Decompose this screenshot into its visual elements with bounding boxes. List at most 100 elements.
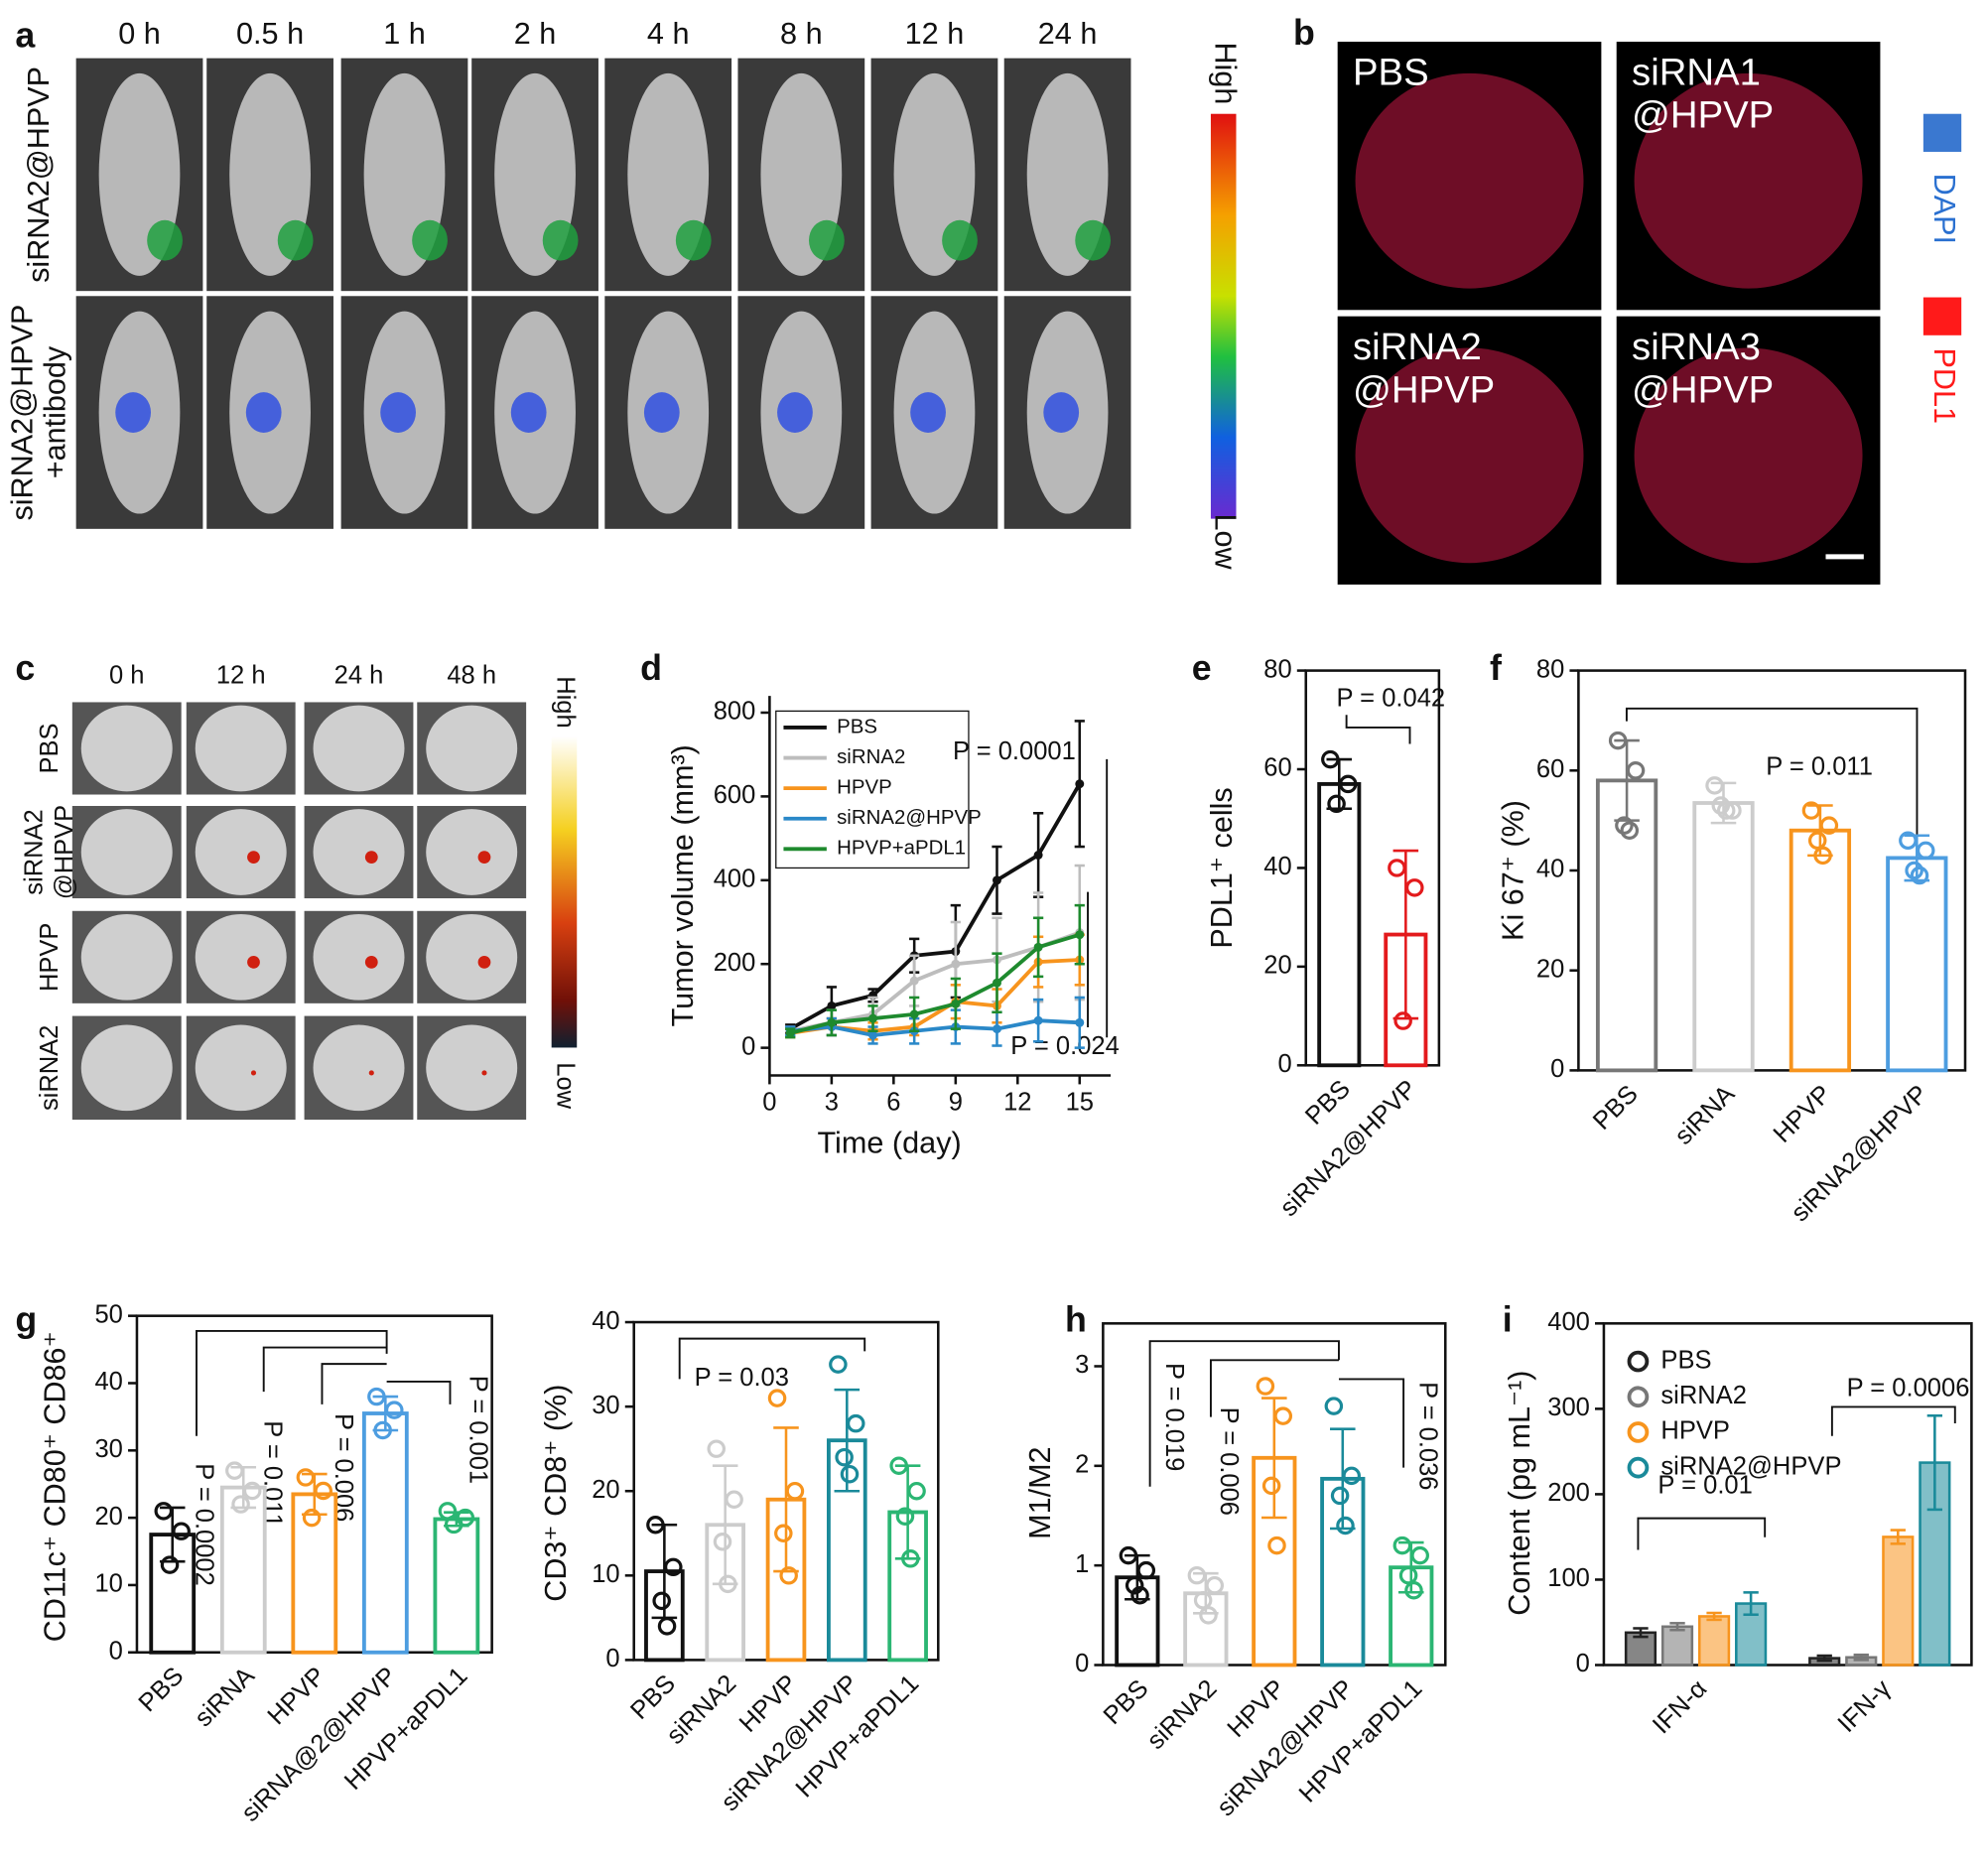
x-tick-label: HPVP+aPDL1 [1294, 1674, 1428, 1807]
colorbar-low: Low [552, 1062, 580, 1109]
significance-bracket [678, 1337, 866, 1380]
data-point [907, 1481, 926, 1501]
significance-bracket [321, 1363, 387, 1404]
signal [412, 219, 448, 261]
y-tick-label: 200 [714, 949, 756, 977]
signal [808, 219, 845, 261]
significance-bracket [1345, 715, 1411, 744]
y-axis-label: Ki 67⁺ (%) [1497, 800, 1530, 941]
p-value: P = 0.042 [1337, 685, 1446, 713]
data-point [1033, 851, 1043, 860]
data-point [1393, 1011, 1412, 1030]
signal [1075, 219, 1112, 261]
y-tick-label: 40 [1536, 856, 1564, 883]
data-point [1388, 859, 1406, 877]
data-point [1405, 878, 1424, 897]
data-point [785, 1028, 795, 1038]
bar [1317, 782, 1362, 1068]
y-axis-label: CD11c⁺ CD80⁺ CD86⁺ [39, 1331, 72, 1642]
colorbar-high: High [552, 676, 580, 728]
legend-label: PBS [837, 716, 877, 737]
data-point [1404, 1581, 1423, 1600]
data-point [993, 875, 1001, 885]
bar [433, 1517, 480, 1655]
y-tick-label: 300 [1547, 1394, 1590, 1421]
signal [481, 1070, 487, 1076]
y-tick-label: 20 [592, 1476, 619, 1504]
significance-bracket [262, 1346, 387, 1393]
signal [277, 219, 314, 261]
legend-label: siRNA2 [837, 746, 905, 768]
signal [147, 219, 183, 261]
data-point [1342, 1466, 1361, 1486]
y-axis-label: Content (pg mL⁻¹) [1503, 1371, 1536, 1616]
row-label: @HPVP [51, 805, 78, 899]
data-point [835, 1447, 854, 1467]
data-point [296, 1468, 316, 1487]
y-tick-label: 1 [1075, 1550, 1089, 1578]
row-label: siRNA2@HPVP [5, 305, 39, 521]
row-label: HPVP [36, 923, 64, 992]
data-point [846, 1413, 865, 1433]
y-tick-label: 10 [94, 1570, 122, 1598]
data-point [840, 1464, 860, 1484]
signal [643, 392, 680, 433]
legend-label: HPVP [837, 777, 892, 799]
x-tick-label: siRNA2 [661, 1670, 741, 1750]
y-tick-label: 30 [592, 1392, 619, 1419]
image-label: siRNA2 [1353, 326, 1482, 368]
y-tick-label: 80 [1263, 655, 1291, 683]
data-point [154, 1502, 174, 1521]
mouse-body [80, 809, 173, 895]
y-tick-label: 60 [1263, 754, 1291, 782]
data-point [1705, 776, 1724, 795]
data-point [785, 1481, 805, 1501]
legend-label: PBS [1660, 1346, 1711, 1374]
data-point [1327, 794, 1346, 814]
data-point [1261, 1476, 1281, 1496]
panel-letter: d [640, 648, 662, 688]
x-tick-label: 3 [825, 1088, 839, 1116]
y-tick-label: 400 [1547, 1308, 1590, 1336]
mouse-body [80, 913, 173, 1001]
time-label: 0 h [118, 17, 161, 51]
panel-letter: a [15, 16, 36, 56]
data-point [1336, 1516, 1355, 1536]
y-tick-label: 0 [605, 1645, 619, 1672]
x-tick-label: siRNA [1669, 1080, 1740, 1150]
data-point [385, 1401, 404, 1419]
data-point [1801, 801, 1821, 820]
data-point [1324, 1397, 1344, 1415]
mouse-body [195, 809, 287, 895]
p-value: P = 0.001 [464, 1376, 492, 1484]
panel-letter: g [15, 1300, 37, 1340]
signal [542, 219, 579, 261]
bar [1789, 828, 1852, 1073]
y-tick-label: 30 [94, 1435, 122, 1463]
p-value: P = 0.03 [695, 1364, 789, 1392]
x-tick-label: IFN-α [1648, 1674, 1713, 1739]
y-tick-label: 10 [592, 1560, 619, 1588]
x-axis-label: Time (day) [817, 1127, 961, 1160]
x-tick-label: PBS [133, 1662, 189, 1717]
time-label: 24 h [1038, 17, 1098, 51]
signal [380, 392, 416, 433]
row-label: siRNA2 [20, 809, 48, 894]
x-tick-label: siRNA2 [1141, 1674, 1222, 1755]
mouse-body [195, 705, 287, 792]
data-point [1910, 866, 1929, 885]
y-tick-label: 800 [714, 698, 756, 726]
data-point [993, 978, 1001, 988]
signal [247, 851, 260, 864]
data-point [1136, 1560, 1156, 1580]
legend-label: HPVP+aPDL1 [837, 838, 966, 860]
signal [247, 956, 260, 969]
significance-bracket [1637, 1517, 1767, 1550]
mouse-body [426, 913, 518, 1001]
data-point [1075, 1017, 1085, 1027]
signal [910, 392, 946, 433]
y-tick-label: 40 [94, 1368, 122, 1396]
data-point [1813, 846, 1832, 866]
data-point [725, 1490, 743, 1509]
series-line [790, 1018, 1080, 1037]
